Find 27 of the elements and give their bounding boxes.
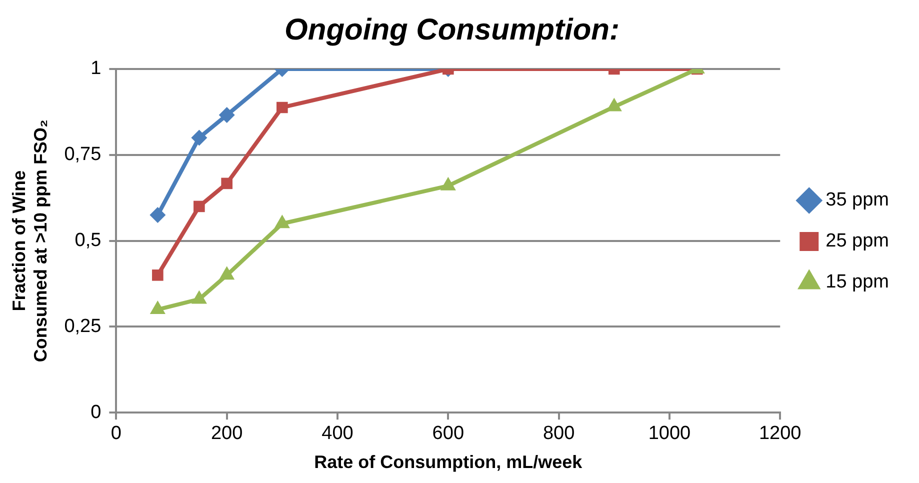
point bbox=[274, 214, 290, 228]
x-tick-label: 400 bbox=[322, 423, 354, 444]
point bbox=[219, 266, 235, 280]
point bbox=[218, 107, 235, 124]
point bbox=[150, 300, 166, 314]
legend-label: 35 ppm bbox=[826, 190, 889, 211]
point bbox=[191, 130, 208, 146]
x-axis-title: Rate of Consumption, mL/week bbox=[314, 452, 584, 472]
y-tick-label: 1 bbox=[90, 58, 102, 80]
y-tick-label: 0,75 bbox=[64, 144, 102, 166]
x-tick-label: 0 bbox=[110, 423, 122, 444]
y-axis-title: Fraction of Wine Consumed at >10 ppm FSO₂ bbox=[8, 120, 50, 362]
x-tick-label: 1000 bbox=[648, 423, 691, 444]
y-tick-label: 0,25 bbox=[64, 316, 102, 337]
y-tick-label: 0,5 bbox=[74, 230, 102, 252]
chart-title: Ongoing Consumption: bbox=[284, 13, 620, 46]
x-tick-label: 1200 bbox=[758, 423, 802, 444]
point bbox=[194, 200, 205, 212]
point bbox=[191, 290, 207, 304]
x-tick-label: 800 bbox=[542, 423, 575, 444]
y-tick-label: 0 bbox=[90, 402, 102, 423]
legend-label: 25 ppm bbox=[826, 230, 889, 252]
x-tick-label: 200 bbox=[210, 423, 243, 444]
legend-label: 15 ppm bbox=[826, 272, 889, 293]
point bbox=[150, 207, 166, 224]
point bbox=[221, 178, 232, 190]
x-tick-label: 600 bbox=[432, 423, 464, 444]
